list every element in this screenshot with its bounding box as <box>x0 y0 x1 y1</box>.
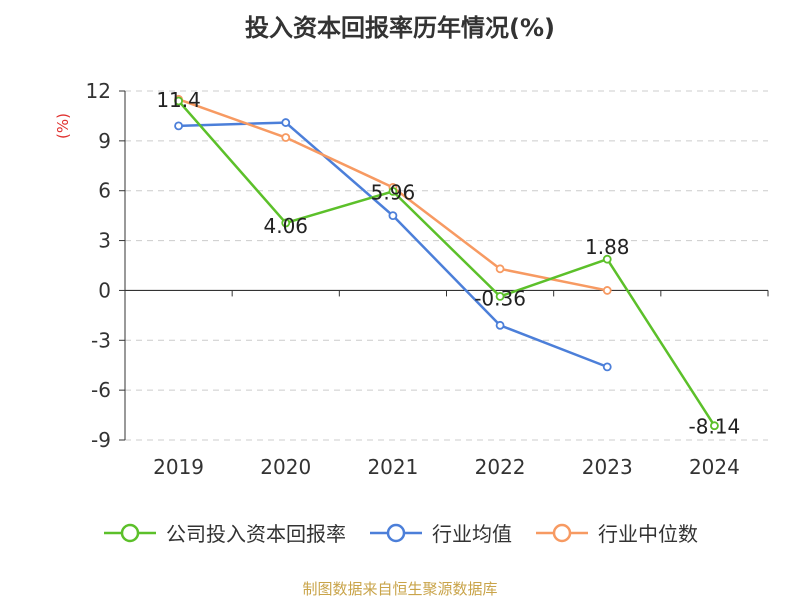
data-point-2-2022[interactable] <box>495 264 505 274</box>
data-point-2-2020[interactable] <box>281 133 291 142</box>
legend-company-label: 公司投入资本回报率 <box>166 522 346 546</box>
legend-mean-label: 行业均值 <box>432 522 512 546</box>
data-point-1-2022[interactable] <box>495 320 505 330</box>
y-tick-label: 12 <box>86 79 111 103</box>
legend-mean-marker-icon <box>370 523 422 542</box>
data-point-1-2021[interactable] <box>388 211 398 221</box>
data-point-2-2023[interactable] <box>602 286 612 295</box>
data-label-2024: -8.14 <box>689 415 741 439</box>
chart-title: 投入资本回报率历年情况(%) <box>245 14 555 42</box>
y-tick-label: -6 <box>91 378 111 402</box>
y-tick-label: 6 <box>98 179 111 203</box>
data-label-2022: -0.36 <box>474 286 526 310</box>
axes: 12 9 6 3 0 -3 -6 -9 2019 2020 2021 2022 2023 2024 <box>86 79 769 479</box>
x-tick-label-2022: 2022 <box>475 455 526 479</box>
legend-company-marker-icon <box>104 523 156 542</box>
legend-item-company[interactable]: 公司投入资本回报率 <box>102 518 346 547</box>
data-labels: 11.4 4.06 5.96 -0.36 1.88 -8.14 <box>156 88 740 439</box>
series-line-0 <box>177 100 716 427</box>
data-point-0-2022[interactable] <box>495 292 505 301</box>
legend-item-industry-mean[interactable]: 行业均值 <box>368 518 512 547</box>
x-tick-label-2023: 2023 <box>582 455 633 479</box>
data-point-1-2023[interactable] <box>602 362 612 372</box>
data-point-1-2020[interactable] <box>281 118 291 127</box>
data-point-0-2019[interactable] <box>174 96 183 106</box>
legend-median-label: 行业中位数 <box>598 522 698 546</box>
y-axis-unit-label: (%) <box>54 113 72 139</box>
source-note: 制图数据来自恒生聚源数据库 <box>302 580 498 598</box>
series-line-1 <box>178 121 608 369</box>
y-tick-label: 9 <box>98 129 111 153</box>
data-point-1-2019[interactable] <box>174 121 183 131</box>
y-tick-label: -3 <box>91 328 111 352</box>
data-label-2021: 5.96 <box>371 180 416 204</box>
x-tick-label-2024: 2024 <box>689 455 740 479</box>
x-tick-label-2021: 2021 <box>367 455 418 479</box>
series-lines <box>174 94 719 431</box>
x-tick-label-2020: 2020 <box>260 455 311 479</box>
x-tick-label-2019: 2019 <box>153 455 204 479</box>
legend-median-marker-icon <box>536 523 588 542</box>
legend-item-industry-median[interactable]: 行业中位数 <box>534 518 698 547</box>
data-label-2019: 11.4 <box>156 88 201 112</box>
y-tick-label: 0 <box>98 278 111 302</box>
data-point-0-2024[interactable] <box>710 421 719 431</box>
data-label-2020: 4.06 <box>263 214 308 238</box>
data-point-0-2021[interactable] <box>388 186 398 196</box>
data-point-0-2020[interactable] <box>281 218 291 228</box>
legend: 公司投入资本回报率 行业均值 行业中位数 <box>0 518 800 547</box>
y-tick-label: 3 <box>98 229 111 253</box>
data-point-0-2023[interactable] <box>602 254 612 264</box>
data-label-2023: 1.88 <box>585 235 630 259</box>
grid-lines <box>125 90 768 441</box>
y-tick-label: -9 <box>91 428 111 452</box>
